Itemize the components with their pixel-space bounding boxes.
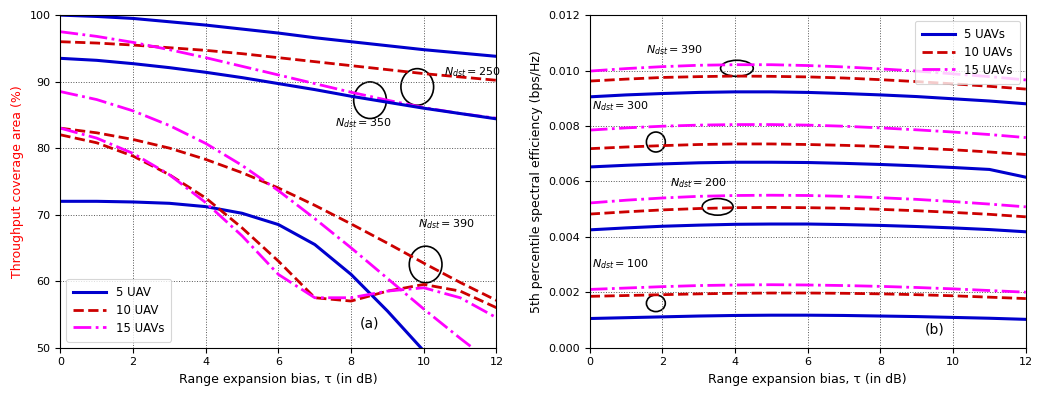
Y-axis label: Throughput coverage area (%): Throughput coverage area (%) [11, 85, 24, 278]
Text: $N_{dst}= 350$: $N_{dst}= 350$ [335, 116, 392, 130]
Text: $N_{dst}= 200$: $N_{dst}= 200$ [669, 176, 727, 190]
Legend: 5 UAVs, 10 UAVs, 15 UAVs: 5 UAVs, 10 UAVs, 15 UAVs [915, 21, 1020, 84]
Text: (a): (a) [359, 317, 379, 331]
Text: $N_{dst}= 100$: $N_{dst}= 100$ [592, 257, 648, 271]
Legend: 5 UAV, 10 UAV, 15 UAVs: 5 UAV, 10 UAV, 15 UAVs [66, 279, 171, 342]
Y-axis label: 5th percentile spectral efficiency (bps/Hz): 5th percentile spectral efficiency (bps/… [529, 50, 543, 313]
X-axis label: Range expansion bias, τ (in dB): Range expansion bias, τ (in dB) [180, 373, 378, 386]
Text: (b): (b) [925, 322, 945, 337]
X-axis label: Range expansion bias, τ (in dB): Range expansion bias, τ (in dB) [709, 373, 907, 386]
Text: $N_{dst}= 300$: $N_{dst}= 300$ [592, 100, 648, 114]
Text: $N_{dst}= 390$: $N_{dst}= 390$ [646, 43, 703, 57]
Text: $N_{dst}= 250$: $N_{dst}= 250$ [444, 65, 501, 79]
Text: $N_{dst}= 390$: $N_{dst}= 390$ [419, 218, 475, 231]
